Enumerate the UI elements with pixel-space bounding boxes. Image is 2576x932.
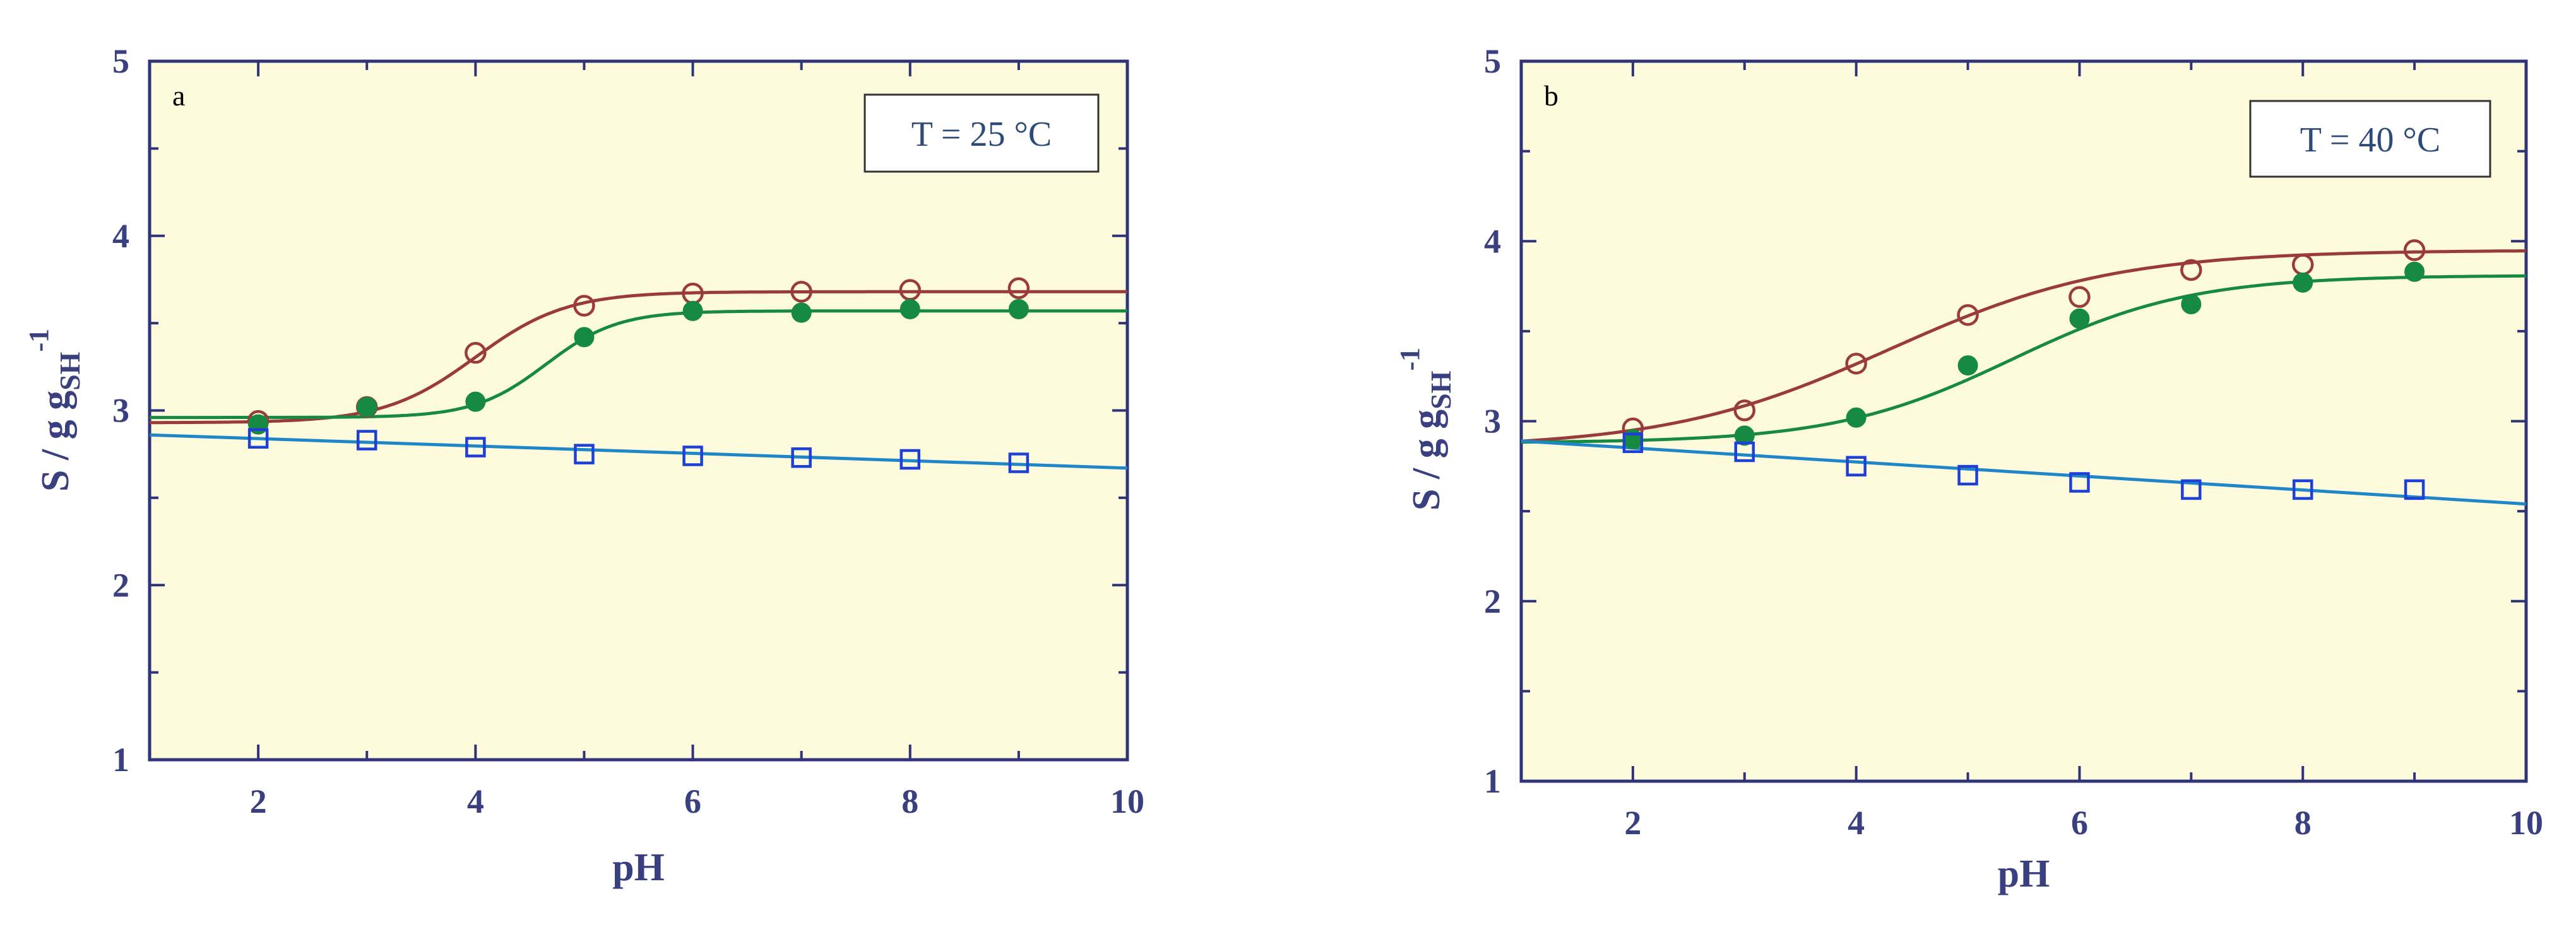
x-tick-label: 10 (2509, 804, 2543, 842)
data-point-open-square (247, 428, 269, 449)
data-point-open-square (1622, 432, 1644, 453)
data-point-filled-circle (1734, 425, 1755, 446)
data-point-open-circle (2403, 239, 2426, 261)
x-axis-label: pH (612, 846, 665, 889)
data-point-open-square (1734, 441, 1755, 463)
y-tick-label: 1 (1484, 762, 1501, 800)
y-tick-label: 2 (1484, 582, 1501, 620)
data-point-filled-circle (1008, 298, 1029, 319)
data-point-filled-circle (1957, 355, 1978, 376)
data-point-filled-circle (899, 298, 920, 319)
y-tick-label: 3 (112, 392, 129, 430)
y-tick-label: 4 (112, 217, 129, 255)
data-point-open-square (574, 444, 595, 464)
x-tick-label: 10 (1110, 782, 1144, 820)
data-point-open-square (1957, 464, 1978, 486)
data-point-open-circle (790, 281, 812, 303)
y-tick-label: 2 (112, 566, 129, 604)
data-point-open-square (465, 437, 486, 457)
y-axis-label-subscript: SH (1425, 370, 1457, 410)
chart-panel-b: 1 2 3 4 5 2 4 6 8 10 pH S / g gSH-1 b T = 40 °C (1394, 42, 2543, 895)
data-point-filled-circle (248, 414, 269, 435)
data-point-filled-circle (1846, 407, 1867, 428)
x-tick-label: 4 (467, 782, 484, 820)
y-axis-label: S / g gSH-1 (1394, 348, 1457, 510)
y-axis-label-superscript: -1 (23, 329, 54, 352)
fit-curve-open-circle (1521, 249, 2526, 443)
fit-curve-open-square (149, 433, 1128, 470)
data-point-open-circle (2069, 286, 2091, 308)
data-point-filled-circle (791, 302, 812, 323)
fit-curve-filled-circle (150, 309, 1127, 420)
data-point-open-square (2069, 472, 2090, 493)
panel-label: a (172, 80, 185, 112)
panel-label: b (1544, 80, 1558, 112)
y-tick-label: 5 (1484, 42, 1501, 80)
x-tick-label: 4 (1848, 804, 1865, 842)
data-point-open-square (791, 447, 812, 468)
data-point-filled-circle (357, 396, 377, 417)
y-axis-label-superscript: -1 (1394, 348, 1425, 371)
data-point-open-square (1008, 452, 1030, 473)
fit-curve-filled-circle (1521, 274, 2526, 444)
temperature-label: T = 40 °C (2300, 121, 2441, 160)
temperature-label: T = 25 °C (911, 115, 1052, 154)
data-point-open-square (682, 445, 703, 466)
data-point-open-square (1846, 456, 1867, 477)
x-tick-label: 2 (1624, 804, 1641, 842)
data-point-open-square (2404, 479, 2425, 500)
data-point-open-circle (1845, 352, 1867, 375)
y-tick-label: 5 (112, 42, 129, 80)
plot-area (148, 59, 1129, 762)
x-tick-label: 6 (2071, 804, 2088, 842)
data-point-filled-circle (2069, 308, 2090, 329)
y-tick-label: 1 (112, 741, 129, 779)
data-point-filled-circle (465, 391, 486, 412)
y-tick-label: 4 (1484, 222, 1501, 260)
data-point-open-circle (465, 341, 487, 364)
data-point-open-circle (1007, 277, 1030, 300)
data-point-open-circle (2180, 259, 2202, 281)
data-point-filled-circle (2293, 272, 2313, 293)
x-axis-label: pH (1998, 852, 2050, 895)
y-tick-label: 3 (1484, 403, 1501, 440)
x-tick-label: 8 (901, 782, 918, 820)
data-point-filled-circle (574, 327, 595, 348)
data-point-filled-circle (682, 300, 703, 321)
x-tick-label: 2 (250, 782, 267, 820)
data-point-open-circle (1733, 399, 1756, 422)
y-axis-label-subscript: SH (54, 351, 86, 391)
chart-panel-a: 1 2 3 4 5 2 4 6 8 10 pH S / g gSH-1 a T = 25 °C (23, 42, 1144, 889)
temperature-box (2249, 100, 2491, 178)
data-point-open-circle (573, 295, 595, 317)
temperature-box (864, 93, 1100, 173)
x-tick-label: 6 (684, 782, 701, 820)
data-point-open-square (2292, 479, 2313, 500)
data-point-filled-circle (2181, 294, 2202, 315)
data-point-filled-circle (2404, 261, 2425, 282)
y-axis-label: S / g gSH-1 (23, 329, 86, 492)
data-point-open-square (356, 430, 377, 451)
data-point-open-square (2181, 479, 2202, 500)
x-tick-label: 8 (2294, 804, 2312, 842)
data-point-open-circle (1957, 304, 1979, 326)
fit-curve-open-square (1521, 439, 2527, 506)
data-point-open-square (899, 449, 921, 470)
fit-curve-open-circle (150, 290, 1127, 425)
